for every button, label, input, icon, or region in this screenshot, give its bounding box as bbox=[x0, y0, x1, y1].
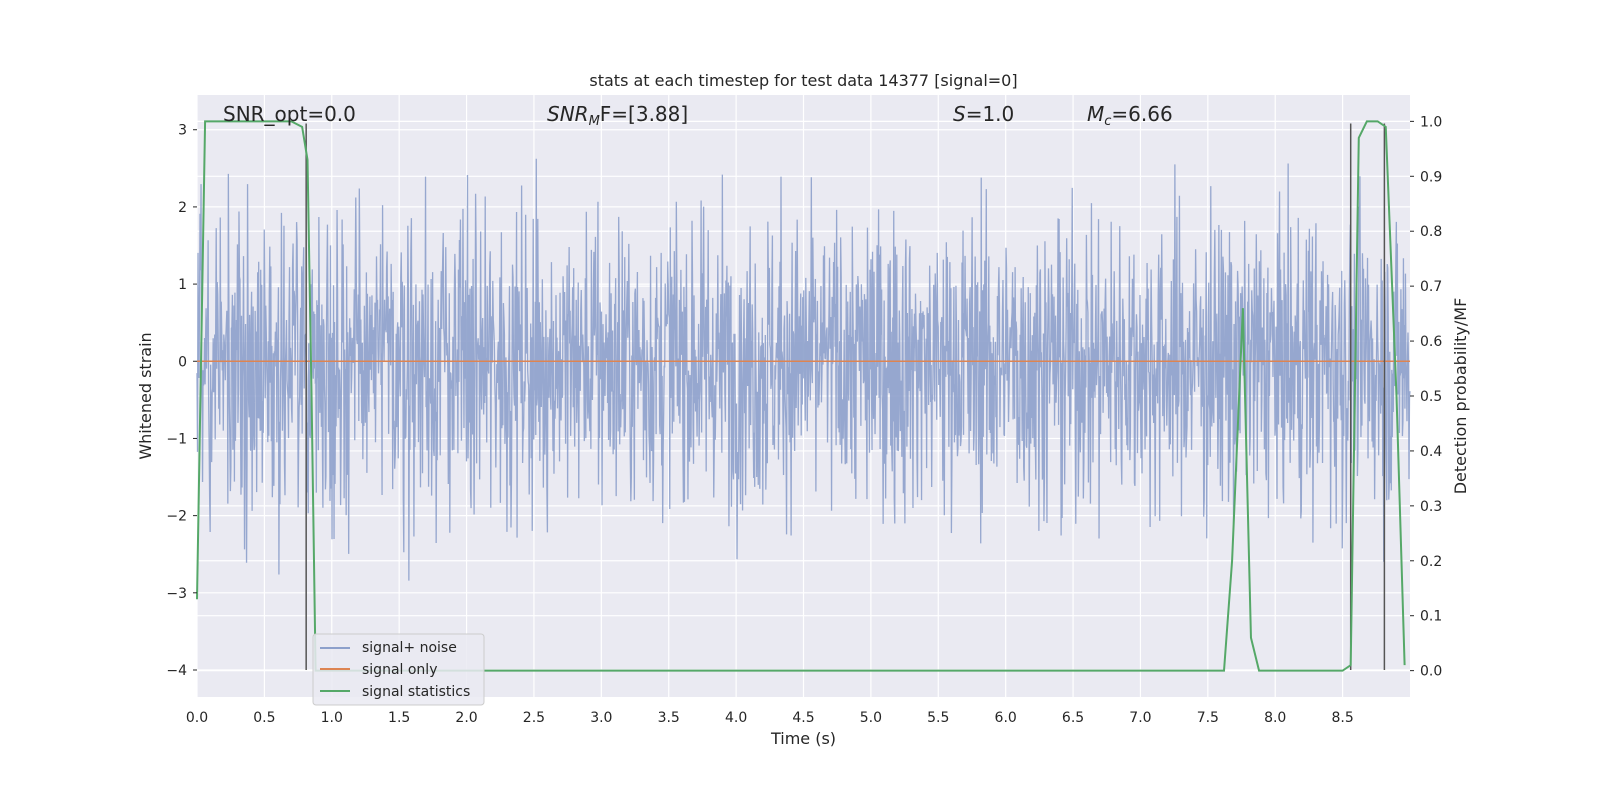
x-tick-label: 4.0 bbox=[725, 710, 747, 726]
x-tick-label: 5.5 bbox=[927, 710, 949, 726]
series-signal-statistics bbox=[196, 120, 1406, 672]
y-right-tick-label: 0.8 bbox=[1420, 224, 1442, 240]
x-tick-label: 8.5 bbox=[1331, 710, 1353, 726]
y-right-tick-label: 0.2 bbox=[1420, 554, 1442, 570]
signal-noise-line bbox=[196, 158, 1411, 581]
x-tick-label: 6.0 bbox=[995, 710, 1017, 726]
marker-lines bbox=[305, 123, 1386, 670]
x-tick-label: 7.0 bbox=[1129, 710, 1151, 726]
x-tick-label: 3.0 bbox=[590, 710, 612, 726]
x-tick-label: 0.0 bbox=[186, 710, 208, 726]
x-tick-label: 6.5 bbox=[1062, 710, 1084, 726]
x-tick-label: 1.5 bbox=[388, 710, 410, 726]
y-tick-label: −3 bbox=[166, 586, 187, 602]
y-right-tick-label: 0.4 bbox=[1420, 444, 1442, 460]
y-tick-label: 2 bbox=[178, 200, 187, 216]
y-axis-right-ticks: 1.0 0.9 0.8 0.7 0.6 0.5 0.4 0.3 0.2 0.1 0.0 bbox=[1410, 114, 1442, 680]
legend-label-signal-noise: signal+ noise bbox=[362, 640, 457, 656]
x-tick-label: 3.5 bbox=[658, 710, 680, 726]
legend-label-signal-statistics: signal statistics bbox=[362, 684, 470, 700]
y-tick-label: 0 bbox=[178, 354, 187, 370]
x-tick-label: 2.0 bbox=[455, 710, 477, 726]
y-tick-label: −1 bbox=[166, 431, 187, 447]
y-right-tick-label: 0.7 bbox=[1420, 279, 1442, 295]
x-axis-label: Time (s) bbox=[770, 729, 836, 748]
signal-statistics-line bbox=[196, 120, 1406, 672]
x-tick-label: 4.5 bbox=[792, 710, 814, 726]
legend: signal+ noise signal only signal statist… bbox=[312, 633, 485, 706]
y-right-tick-label: 0.6 bbox=[1420, 334, 1442, 350]
y-axis-label: Whitened strain bbox=[136, 332, 155, 459]
y-right-tick-label: 0.3 bbox=[1420, 499, 1442, 515]
annotations: SNR_opt=0.0 SNRMF=[3.88] S=1.0 Mc=6.66 bbox=[223, 102, 1173, 129]
chart-title: stats at each timestep for test data 143… bbox=[589, 71, 1017, 90]
y-right-tick-label: 0.1 bbox=[1420, 609, 1442, 625]
y-right-tick-label: 0.0 bbox=[1420, 664, 1442, 680]
y-tick-label: 3 bbox=[178, 123, 187, 139]
x-tick-label: 8.0 bbox=[1264, 710, 1286, 726]
legend-frame bbox=[312, 633, 485, 706]
x-tick-label: 7.5 bbox=[1197, 710, 1219, 726]
annotation-snr-opt: SNR_opt=0.0 bbox=[223, 102, 356, 126]
y-tick-label: −4 bbox=[166, 663, 187, 679]
x-tick-label: 5.0 bbox=[860, 710, 882, 726]
x-tick-label: 1.0 bbox=[321, 710, 343, 726]
series-signal-noise bbox=[196, 158, 1411, 581]
y-tick-label: −2 bbox=[166, 509, 187, 525]
legend-label-signal-only: signal only bbox=[362, 662, 437, 678]
x-tick-label: 2.5 bbox=[523, 710, 545, 726]
x-axis-ticks: 0.0 0.5 1.0 1.5 2.0 2.5 3.0 3.5 4.0 4.5 5.0 5.5 6.0 6… bbox=[186, 710, 1354, 726]
y-right-tick-label: 1.0 bbox=[1420, 114, 1442, 130]
y-right-tick-label: 0.5 bbox=[1420, 389, 1442, 405]
y-right-tick-label: 0.9 bbox=[1420, 169, 1442, 185]
y-axis-right-label: Detection probability/MF bbox=[1451, 298, 1470, 495]
y-tick-label: 1 bbox=[178, 277, 187, 293]
annotation-snr-mf: SNRMF=[3.88] bbox=[547, 102, 688, 129]
annotation-mc: Mc=6.66 bbox=[1087, 102, 1173, 129]
y-axis-ticks: 3 2 1 0 −1 −2 −3 −4 bbox=[166, 123, 197, 679]
annotation-s: S=1.0 bbox=[953, 102, 1014, 126]
x-tick-label: 0.5 bbox=[253, 710, 275, 726]
